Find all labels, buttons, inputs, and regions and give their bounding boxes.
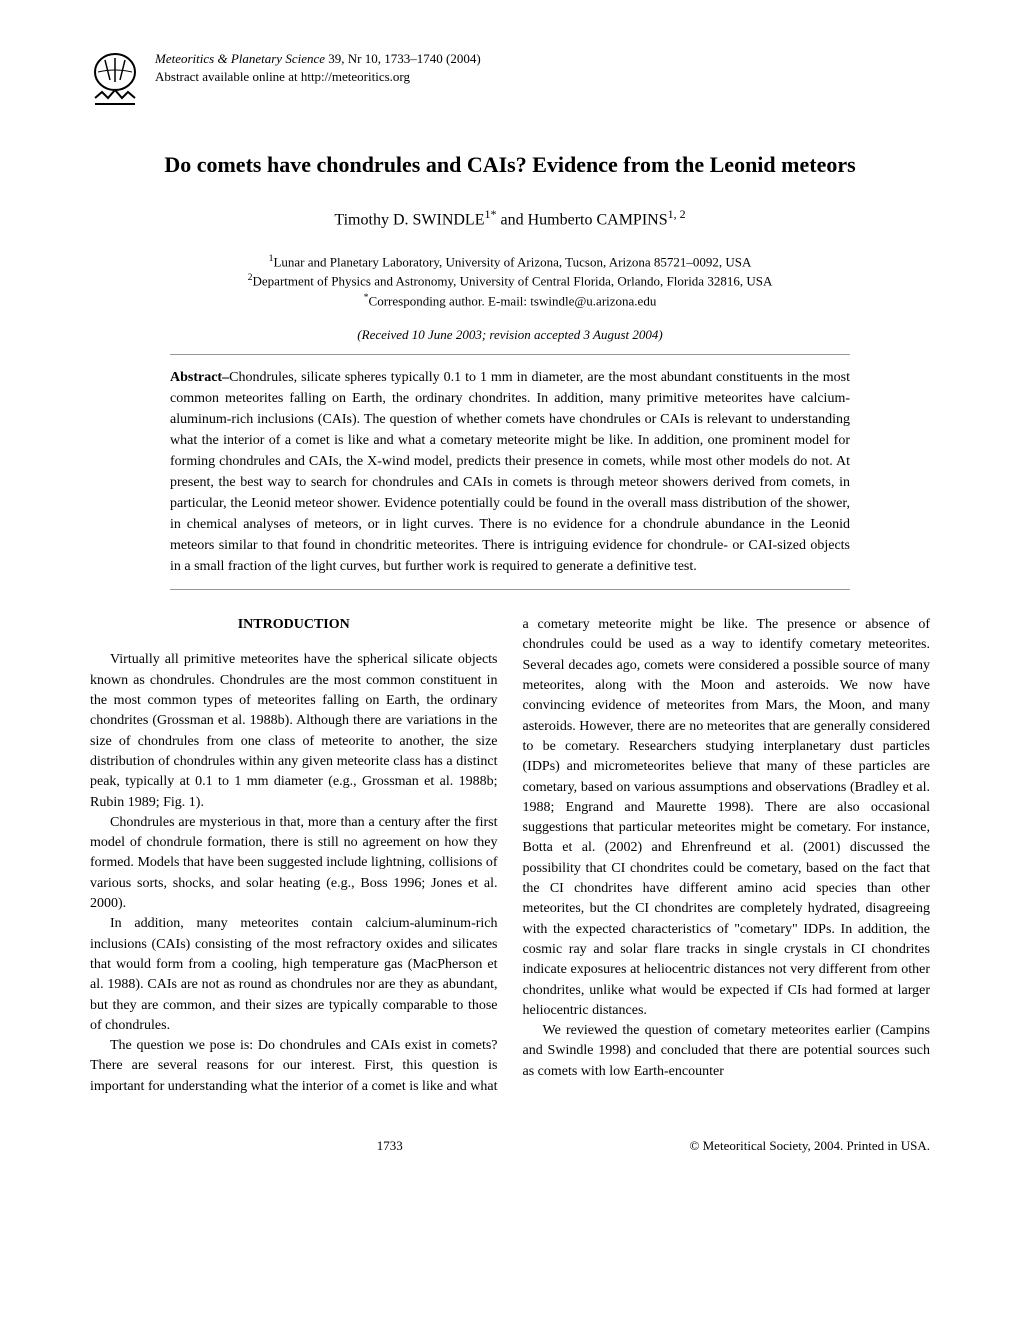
body-paragraph: Virtually all primitive meteorites have … (90, 650, 498, 812)
abstract-label: Abstract– (170, 370, 229, 385)
abstract: Abstract–Chondrules, silicate spheres ty… (170, 367, 850, 577)
body-paragraph: Chondrules are mysterious in that, more … (90, 813, 498, 914)
page-number: 1733 (377, 1137, 403, 1155)
affiliation-1: Lunar and Planetary Laboratory, Universi… (273, 254, 751, 269)
article-title: Do comets have chondrules and CAIs? Evid… (90, 150, 930, 181)
footer: 1733 © Meteoritical Society, 2004. Print… (90, 1137, 930, 1155)
copyright: © Meteoritical Society, 2004. Printed in… (690, 1137, 930, 1155)
rule-top (170, 354, 850, 355)
journal-abstract-url: Abstract available online at http://mete… (155, 68, 481, 86)
body-columns: INTRODUCTION Virtually all primitive met… (90, 615, 930, 1097)
journal-name: Meteoritics & Planetary Science (155, 51, 325, 66)
section-heading-introduction: INTRODUCTION (90, 615, 498, 635)
journal-citation: 39, Nr 10, 1733–1740 (2004) (325, 51, 481, 66)
corresponding-author: Corresponding author. E-mail: tswindle@u… (369, 294, 657, 309)
authors: Timothy D. SWINDLE1* and Humberto CAMPIN… (90, 206, 930, 232)
rule-bottom (170, 589, 850, 590)
journal-info: Meteoritics & Planetary Science 39, Nr 1… (155, 50, 481, 86)
affiliation-2: Department of Physics and Astronomy, Uni… (253, 274, 773, 289)
received-dates: (Received 10 June 2003; revision accepte… (90, 326, 930, 344)
affiliations: 1Lunar and Planetary Laboratory, Univers… (90, 252, 930, 311)
journal-logo (90, 50, 140, 110)
header: Meteoritics & Planetary Science 39, Nr 1… (90, 50, 930, 110)
body-paragraph: In addition, many meteorites contain cal… (90, 914, 498, 1036)
abstract-text: Chondrules, silicate spheres typically 0… (170, 370, 850, 574)
body-paragraph: We reviewed the question of cometary met… (523, 1021, 931, 1082)
